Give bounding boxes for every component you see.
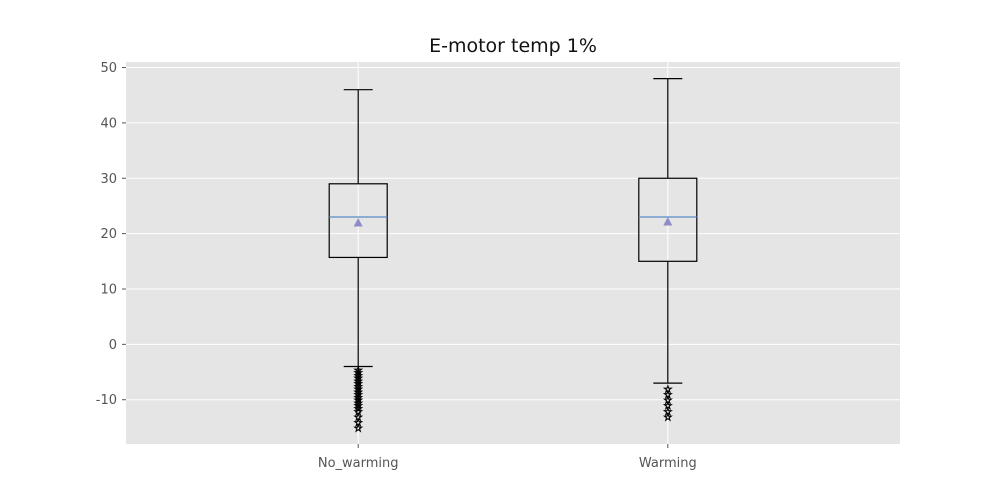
mean-marker <box>663 216 673 226</box>
y-tick-label: 40 <box>100 116 117 131</box>
outlier-point: ☆ <box>354 423 363 434</box>
outlier-point: ☆ <box>663 385 672 396</box>
outlier-point: ☆ <box>354 393 363 404</box>
x-tick-label: Warming <box>639 456 697 471</box>
y-tick-label: 50 <box>100 61 117 76</box>
axes: -10 0 10 20 30 40 50 No_warming Warming <box>96 61 697 471</box>
chart-title: E-motor temp 1% <box>429 35 597 57</box>
y-tick-label: 0 <box>109 338 117 353</box>
outlier-point: ☆ <box>354 398 363 409</box>
x-tick-label: No_warming <box>318 456 399 471</box>
y-tick-label: 20 <box>100 227 117 242</box>
outlier-point: ☆ <box>663 396 672 407</box>
box-no-warming: ☆☆☆☆☆☆☆☆☆☆☆☆☆☆☆☆☆☆☆ <box>328 89 388 435</box>
y-tick-label: 10 <box>100 282 117 297</box>
outlier-point: ☆ <box>354 385 363 396</box>
box-warming: ☆☆☆☆☆☆ <box>638 78 698 424</box>
outlier-point: ☆ <box>354 390 363 401</box>
grid-lines <box>126 62 900 444</box>
outlier-point: ☆ <box>663 407 672 418</box>
outlier-point: ☆ <box>354 368 363 379</box>
outlier-point: ☆ <box>354 379 363 390</box>
outlier-point: ☆ <box>354 404 363 415</box>
outlier-point: ☆ <box>354 387 363 398</box>
outlier-point: ☆ <box>663 390 672 401</box>
y-tick-label: 30 <box>100 172 117 187</box>
outlier-point: ☆ <box>354 374 363 385</box>
outlier-point: ☆ <box>354 396 363 407</box>
outlier-point: ☆ <box>354 407 363 418</box>
outlier-point: ☆ <box>354 371 363 382</box>
mean-marker <box>353 218 363 227</box>
outlier-point: ☆ <box>354 401 363 412</box>
outlier-point: ☆ <box>354 376 363 387</box>
outlier-point: ☆ <box>663 412 672 423</box>
iqr-box <box>638 177 698 262</box>
outlier-point: ☆ <box>663 401 672 412</box>
outlier-point: ☆ <box>354 412 363 423</box>
outlier-point: ☆ <box>354 418 363 429</box>
outlier-point: ☆ <box>354 365 363 376</box>
boxes: ☆☆☆☆☆☆☆☆☆☆☆☆☆☆☆☆☆☆☆☆☆☆☆☆☆ <box>328 78 698 435</box>
outlier-point: ☆ <box>354 382 363 393</box>
y-tick-label: -10 <box>96 393 117 408</box>
iqr-box <box>328 183 388 259</box>
plot-area <box>126 62 900 444</box>
